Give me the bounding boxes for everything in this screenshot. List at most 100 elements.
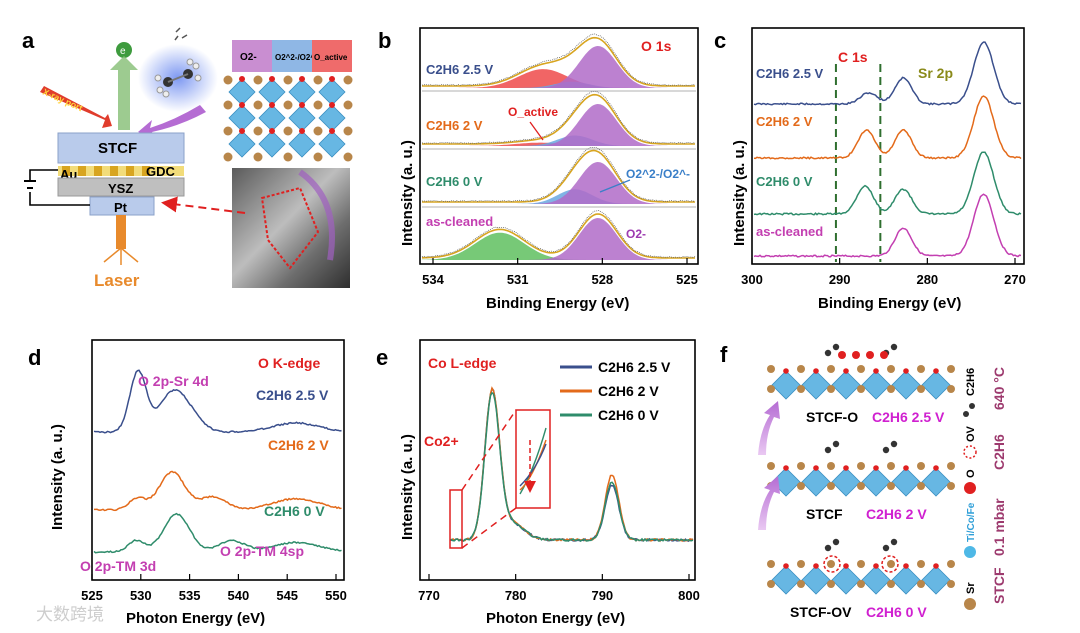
electron-icon [116,42,132,58]
panel-f: f STCF-O C2H6 2.5 V STCF C2H6 2 V STCF-O… [720,342,1007,620]
octahedron [831,565,861,595]
panel-d-axes [91,339,345,581]
fit-envelope [422,36,695,87]
sr-atom [343,152,353,162]
octahedron [861,467,891,497]
panel-d-series-1 [93,369,342,434]
sr-atom [917,560,925,568]
sr-atom [827,580,835,588]
fit-envelope [422,213,695,259]
sr-atom [947,462,955,470]
legend-oactive-box [312,40,352,72]
o-atom [299,76,305,82]
panel-f-legend: Sr Ti/Co/Fe O OV C2H6 [963,368,977,610]
panel-d-xlabel: Photon Energy (eV) [126,610,265,627]
o-atom [783,465,789,471]
sr-atom [313,126,323,136]
slab-row-3 [767,538,955,595]
o-atom [239,76,245,82]
sr-legend-label: Sr [965,582,977,594]
panel-b-xticks: 534 531 528 525 [422,258,698,287]
octahedron [228,130,256,158]
gdc-label: GDC [146,164,176,179]
zoom-box [449,489,463,549]
octahedron [318,78,346,106]
o-atom [329,102,335,108]
active-o [880,351,888,359]
x-tick-label: 770 [418,588,440,603]
tm-legend-icon [964,546,976,558]
panel-e-legend-1: C2H6 2.5 V [598,359,671,375]
octahedron [318,130,346,158]
ethane-c [832,343,840,351]
o-atom [933,563,939,569]
o-atom [843,563,849,569]
panel-e-plot [449,386,694,543]
sr-atom [797,365,805,373]
panel-e-axes [419,339,696,581]
peak-component [422,189,696,204]
x-tick-label: 800 [678,588,700,603]
panel-b-series-3 [421,147,696,208]
octahedron [801,370,831,400]
o-legend-icon [964,482,976,494]
stcf-layer-label: STCF [98,140,137,157]
sr-atom [223,75,233,85]
o-atom [813,563,819,569]
panel-c-c1s: C 1s [838,49,868,65]
octahedron [891,467,921,497]
sr-atom [767,580,775,588]
sr-atom [947,482,955,490]
oxygen-vacancy [881,555,899,573]
panel-e-label: e [376,345,388,370]
octahedron [771,565,801,595]
ethane-c [832,538,840,546]
c2h6-legend-label: C2H6 [965,368,977,396]
sr-atom [947,580,955,588]
sr-atom [857,580,865,588]
x-tick-label: 530 [130,588,152,603]
octahedron [288,78,316,106]
o-atom [783,368,789,374]
x-tick-label: 525 [676,272,698,287]
panel-d-annot-2: O 2p-TM 3d [80,558,156,574]
panel-e-co2: Co2+ [424,433,459,449]
octahedron [228,104,256,132]
sr-atom [857,365,865,373]
sr-atom [887,482,895,490]
ethane-c [882,544,890,552]
x-tick-label: 550 [325,588,347,603]
x-tick-label: 534 [422,272,444,287]
panel-c-trace-2: C2H6 2 V [756,114,813,129]
panel-d-ylabel: Intensity (a. u.) [49,424,66,530]
side-text-1: STCF [991,567,1007,604]
sr-atom [253,100,263,110]
slab-row-1 [767,343,955,400]
panel-b-label: b [378,28,391,53]
x-tick-label: 535 [179,588,201,603]
octahedron [921,565,951,595]
sr-atom [343,75,353,85]
sr-atom [947,560,955,568]
panel-d-annot-1: O 2p-Sr 4d [138,373,209,389]
octahedron [288,130,316,158]
sr-atom [797,385,805,393]
panel-f-label: f [720,342,728,367]
panel-c-series-2 [753,95,1022,160]
panel-d-label: d [28,345,41,370]
pt-label: Pt [114,200,128,215]
panel-c-trace-3: C2H6 0 V [756,174,813,189]
sr-atom [283,126,293,136]
sr-atom [857,482,865,490]
octahedron [258,78,286,106]
side-text-2: 0.1 mbar [991,498,1007,556]
octahedron [831,370,861,400]
panel-c-axes [751,27,1025,265]
panel-e: e Co L-edge Co2+ C2H6 2.5 V C2H6 2 V C2H… [376,339,700,627]
laser-label: Laser [94,271,140,290]
emission-arrow [110,56,138,130]
circuit-wire [29,169,90,206]
o-atom [933,368,939,374]
sr-atom [917,482,925,490]
